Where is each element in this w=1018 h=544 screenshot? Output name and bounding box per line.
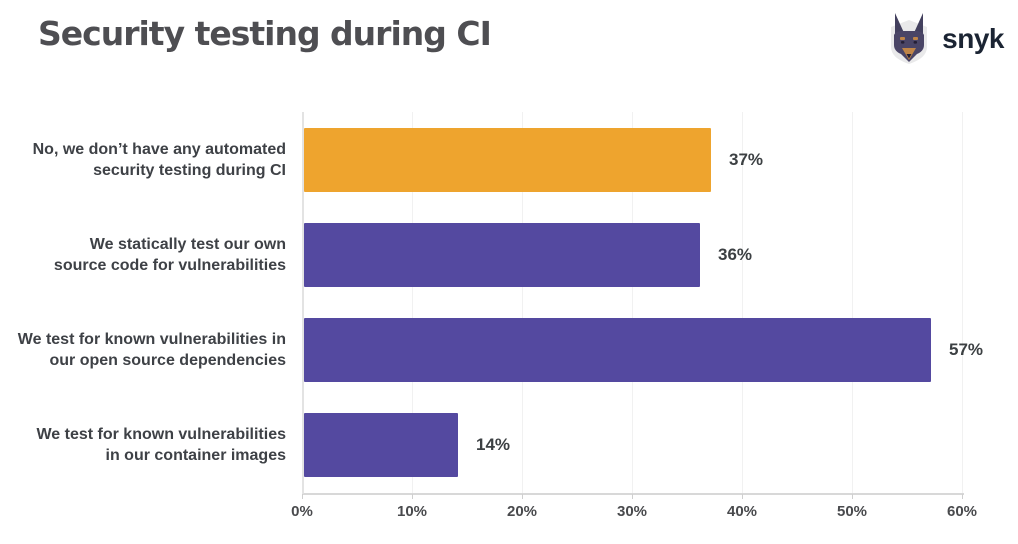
value-label: 14%	[476, 435, 511, 455]
bar	[304, 222, 700, 287]
chart-row: We test for known vulnerabilities in our…	[0, 303, 1018, 398]
x-tick-label: 60%	[946, 503, 978, 520]
snyk-logo: snyk	[881, 10, 1004, 68]
chart-rows: No, we don’t have any automated security…	[0, 112, 1018, 493]
value-label: 57%	[949, 340, 984, 360]
gridline	[852, 112, 853, 493]
gridline	[632, 112, 633, 493]
category-label: We test for known vulnerabilities in our…	[36, 426, 286, 465]
axis-tick	[632, 494, 633, 499]
bar	[304, 318, 931, 383]
x-tick-label: 40%	[726, 503, 758, 520]
value-label: 36%	[718, 244, 753, 264]
bar	[304, 413, 458, 478]
bar	[304, 127, 711, 192]
plot-area	[302, 112, 964, 495]
gridline	[962, 112, 963, 493]
x-tick-label: 50%	[836, 503, 868, 520]
x-tick-label: 30%	[616, 503, 648, 520]
page-title: Security testing during CI	[38, 14, 492, 53]
gridline	[412, 112, 413, 493]
axis-tick	[742, 494, 743, 499]
category-label: We test for known vulnerabilities in our…	[17, 331, 286, 370]
gridline	[742, 112, 743, 493]
x-tick-label: 10%	[396, 503, 428, 520]
category-label: We statically test our own source code f…	[53, 235, 286, 274]
x-tick-label: 0%	[291, 503, 313, 520]
chart-row: We test for known vulnerabilities in our…	[0, 398, 1018, 493]
axis-tick	[852, 494, 853, 499]
axis-tick	[522, 494, 523, 499]
axis-tick	[302, 494, 303, 499]
x-tick-label: 20%	[506, 503, 538, 520]
chart-row: No, we don’t have any automated security…	[0, 112, 1018, 207]
snyk-dog-icon	[891, 13, 928, 64]
snyk-wordmark: snyk	[942, 23, 1004, 54]
category-label: No, we don’t have any automated security…	[32, 140, 286, 179]
gridline	[522, 112, 523, 493]
axis-tick	[412, 494, 413, 499]
value-label: 37%	[729, 149, 764, 169]
axis-tick	[962, 494, 963, 499]
chart-row: We statically test our own source code f…	[0, 207, 1018, 302]
